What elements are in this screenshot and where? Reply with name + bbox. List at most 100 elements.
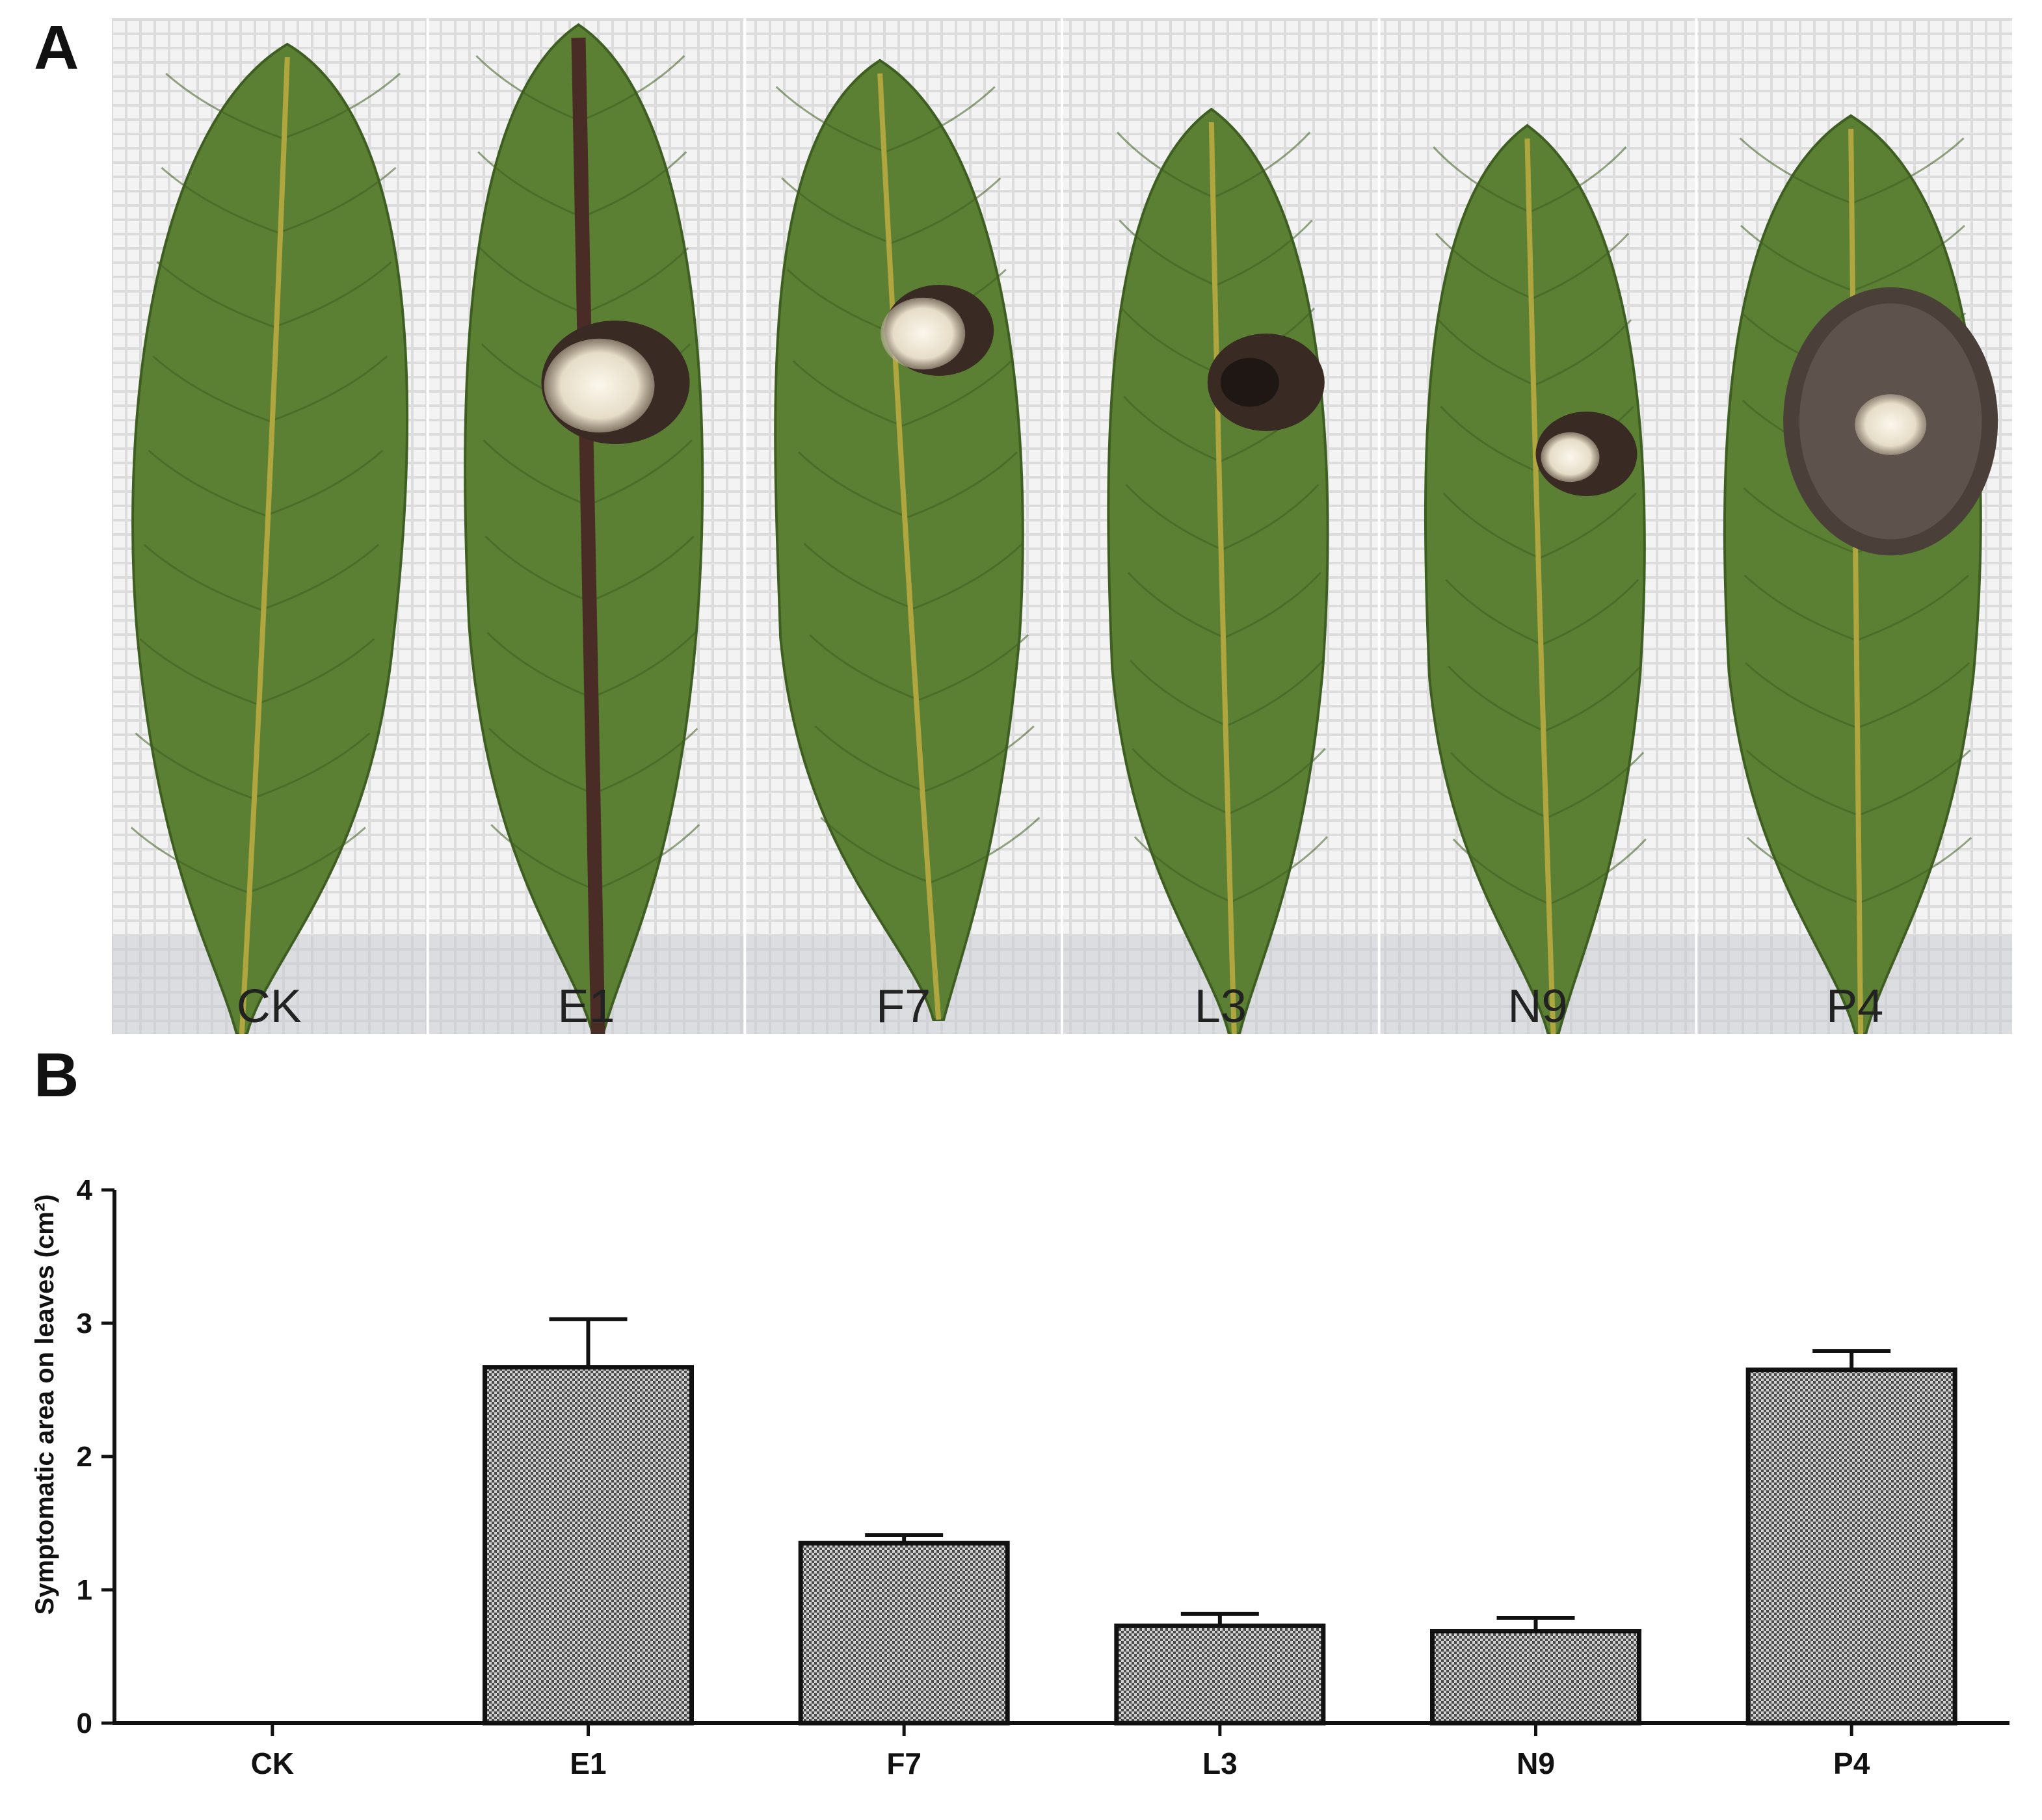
y-tick-label: 2 — [77, 1441, 92, 1473]
mycelium — [1541, 432, 1600, 482]
leaf-vein — [929, 817, 1041, 884]
leaf-photo-strip: CK E1 F7 L3 N9 P4 — [112, 18, 2012, 1035]
leaf-vein — [890, 177, 1001, 244]
leaf-vein — [814, 725, 925, 793]
leaf-vein — [583, 247, 689, 314]
leaf-vein — [907, 451, 1018, 518]
leaf-vein — [1224, 572, 1321, 639]
leaf-midrib — [877, 73, 942, 1020]
leaf-vein — [269, 355, 388, 423]
leaf-midrib — [571, 37, 605, 1035]
leaf-vein — [1452, 838, 1550, 905]
leaf-vein — [256, 638, 375, 706]
leaf-vein — [1739, 137, 1853, 204]
leaf-vein — [792, 360, 903, 427]
leaf-label: F7 — [876, 981, 931, 1033]
leaf-vein — [248, 826, 366, 893]
leaf-vein — [1546, 752, 1645, 819]
bar-f7 — [798, 1540, 1010, 1726]
leaf-photo-panel: CK E1 F7 L3 N9 P4 — [111, 18, 2013, 1035]
leaf-vein — [592, 728, 698, 795]
leaf-vein — [581, 151, 687, 218]
leaf-vein — [1437, 319, 1535, 386]
bar-n9 — [1430, 1629, 1641, 1726]
lesion-center — [1220, 358, 1279, 407]
leaf-vein — [918, 634, 1029, 701]
leaf-label: P4 — [1826, 981, 1883, 1033]
bar-chart-panel: Symptomatic area on leaves (cm²) 0 1 2 3 4 CK… — [0, 1092, 2042, 1817]
leaf-vein — [809, 634, 920, 701]
leaf-vein — [488, 728, 594, 795]
leaf-label: N9 — [1507, 981, 1567, 1033]
leaf-vein — [1852, 224, 1966, 292]
leaf-vein — [1120, 308, 1219, 375]
leaf-vein — [148, 449, 267, 517]
leaf-vein — [475, 55, 581, 122]
y-tick-label: 3 — [77, 1308, 92, 1339]
leaf-vein — [1851, 137, 1965, 204]
leaf-vein — [1858, 749, 1971, 817]
mycelium — [881, 297, 966, 370]
leaf-vein — [1539, 492, 1637, 559]
leaf-photo-n9: N9 — [1380, 18, 1695, 1035]
leaf-photo-l3: L3 — [1063, 18, 1378, 1035]
leaf-vein — [490, 824, 596, 891]
y-axis-label: Symptomatic area on leaves (cm²) — [31, 1194, 59, 1615]
leaf-vein — [483, 439, 589, 507]
leaf-vein — [1740, 224, 1853, 292]
leaf-vein — [579, 55, 685, 122]
leaf-vein — [797, 451, 908, 518]
leaf-midrib — [1524, 138, 1556, 1035]
leaf-vein — [278, 166, 397, 234]
leaf-vein — [1744, 574, 1857, 642]
leaf-vein — [477, 151, 583, 218]
leaf-vein — [1134, 836, 1232, 903]
leaf-vein — [1445, 579, 1543, 646]
leaf-vein — [590, 631, 696, 699]
leaf-vein — [1119, 219, 1217, 287]
leaf-vein — [152, 355, 271, 423]
leaf-vein — [924, 725, 1035, 793]
leaf-vein — [252, 732, 371, 800]
leaf-vein — [161, 166, 280, 234]
leaf-vein — [1213, 131, 1311, 198]
leaf-vein — [274, 261, 392, 328]
leaf-vein — [1221, 484, 1319, 551]
leaf-vein — [587, 439, 693, 507]
leaf-midrib — [1208, 122, 1237, 1035]
leaf-vein — [594, 824, 700, 891]
leaf-vein — [1529, 146, 1627, 213]
leaf-vein — [1226, 659, 1324, 727]
x-tick-label: N9 — [1517, 1747, 1555, 1780]
leaf-vein — [265, 449, 384, 517]
leaf-vein — [1435, 233, 1533, 300]
leaf-vein — [1125, 484, 1223, 551]
leaf-vein — [786, 269, 897, 336]
leaf-vein — [901, 360, 1013, 427]
leaf-vein — [1127, 572, 1225, 639]
leaf-vein — [1132, 748, 1230, 815]
leaf-vein — [1215, 219, 1313, 287]
leaf-vein — [479, 247, 585, 314]
leaf-vein — [775, 86, 886, 153]
leaf-midrib — [239, 57, 290, 1035]
leaf-vein — [589, 535, 695, 603]
leaf-photo-ck: CK — [112, 18, 427, 1035]
x-tick-label: L3 — [1202, 1747, 1238, 1780]
leaf-vein — [1433, 146, 1530, 213]
leaf-vein — [1450, 752, 1548, 819]
leaf-vein — [261, 544, 379, 611]
leaf-vein — [1117, 131, 1214, 198]
leaf-vein — [1123, 395, 1221, 463]
bar-chart: Symptomatic area on leaves (cm²) 0 1 2 3 4 CK… — [31, 1174, 2009, 1780]
leaf-label: E1 — [557, 981, 615, 1033]
leaf-vein — [165, 72, 284, 140]
leaf-vein — [484, 535, 590, 603]
leaf-photo-p4: P4 — [1697, 18, 2012, 1035]
leaf-vein — [1534, 319, 1632, 386]
x-tick-label: E1 — [570, 1747, 606, 1780]
leaf-vein — [143, 544, 262, 611]
leaf-vein — [1440, 406, 1538, 473]
leaf-vein — [1745, 749, 1859, 817]
leaf-vein — [1745, 662, 1858, 729]
